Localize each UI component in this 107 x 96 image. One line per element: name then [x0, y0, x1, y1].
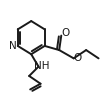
- Text: NH: NH: [34, 61, 50, 71]
- Text: O: O: [62, 28, 70, 38]
- Text: O: O: [73, 53, 81, 63]
- Text: N: N: [9, 41, 17, 51]
